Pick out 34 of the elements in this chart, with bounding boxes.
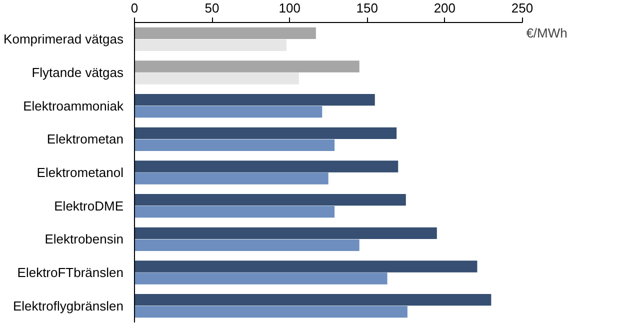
bar xyxy=(134,194,406,206)
y-tick-label: ElektroDME xyxy=(54,198,124,214)
bar xyxy=(134,106,322,118)
bar xyxy=(134,94,375,106)
bar xyxy=(134,139,335,151)
y-tick-label: Elektroflygbränslen xyxy=(12,298,124,314)
y-tick-label: Elektrobensin xyxy=(44,232,124,247)
x-tick-label: 0 xyxy=(130,0,138,16)
y-tick-label: Elektrometan xyxy=(46,132,124,147)
bar xyxy=(134,160,398,172)
x-axis-title: €/MWh xyxy=(526,26,568,40)
y-tick-label: Elektroammoniak xyxy=(23,98,124,114)
bar xyxy=(134,239,360,251)
y-tick-label: Flytande vätgas xyxy=(32,65,124,80)
y-tick-label: ElektroFTbränslen xyxy=(17,265,124,280)
bar xyxy=(134,127,397,139)
bar xyxy=(134,72,299,84)
x-tick-label: 250 xyxy=(511,0,534,16)
bar xyxy=(134,294,492,306)
bar xyxy=(134,260,478,272)
bar xyxy=(134,272,388,284)
y-tick-label: Komprimerad vätgas xyxy=(4,32,124,47)
x-tick-label: 50 xyxy=(204,0,220,16)
bar xyxy=(134,60,360,72)
bar xyxy=(134,227,437,239)
bar xyxy=(134,27,316,39)
x-tick-label: 200 xyxy=(434,0,456,16)
x-tick-label: 100 xyxy=(278,0,300,16)
bar xyxy=(134,306,408,318)
x-tick-label: 150 xyxy=(356,0,378,16)
y-tick-label: Elektrometanol xyxy=(36,165,124,180)
bar xyxy=(134,206,335,218)
bar xyxy=(134,39,286,51)
bar xyxy=(134,172,328,184)
